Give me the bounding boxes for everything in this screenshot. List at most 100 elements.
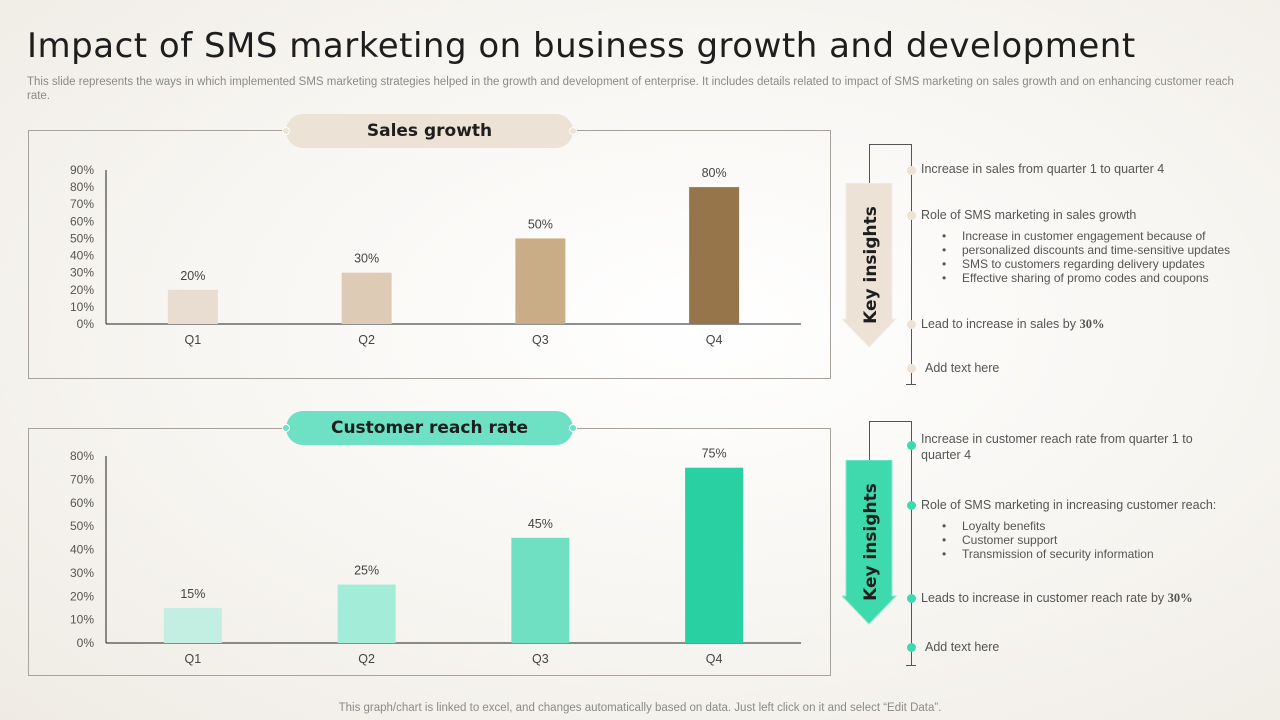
timeline-dot: [907, 441, 916, 450]
data-label: 30%: [354, 252, 379, 266]
y-tick-label: 30%: [70, 266, 94, 280]
bullet-item: personalized discounts and time-sensitiv…: [942, 243, 1230, 257]
x-tick-label: Q3: [532, 333, 549, 347]
insight-text: Leads to increase in customer reach rate…: [921, 591, 1168, 605]
customer-reach-pill: Customer reach rate: [282, 411, 577, 445]
y-tick-label: 0%: [77, 636, 95, 650]
x-tick-label: Q3: [532, 652, 549, 666]
data-label: 45%: [528, 517, 553, 531]
y-tick-label: 0%: [77, 317, 95, 331]
down-arrow-icon: [842, 183, 898, 348]
insight-value: 30%: [1167, 591, 1193, 605]
insight-item: Leads to increase in customer reach rate…: [921, 591, 1193, 606]
bar: [685, 467, 744, 643]
timeline-dot: [907, 211, 916, 220]
bar: [341, 272, 392, 324]
insight-item: Increase in customer reach rate from qua…: [921, 432, 1193, 446]
bar: [689, 187, 740, 324]
footer-note: This graph/chart is linked to excel, and…: [338, 702, 942, 714]
timeline-dot: [907, 364, 916, 373]
bullet-item: Effective sharing of promo codes and cou…: [942, 271, 1230, 285]
y-tick-label: 50%: [70, 519, 94, 533]
insight-value: 30%: [1079, 317, 1105, 331]
insights-timeline: [911, 144, 912, 384]
y-tick-label: 20%: [70, 283, 94, 297]
timeline-dot: [907, 501, 916, 510]
connector-left: [869, 144, 870, 184]
timeline-dot: [907, 166, 916, 175]
y-tick-label: 20%: [70, 589, 94, 603]
insight-item: Role of SMS marketing in sales growth: [921, 208, 1137, 222]
timeline-dot: [907, 643, 916, 652]
key-insights-label: Key insights: [861, 206, 881, 324]
timeline-dot: [907, 320, 916, 329]
y-tick-label: 50%: [70, 231, 94, 245]
insight-bullets: Increase in customer engagement because …: [942, 229, 1230, 285]
bar: [163, 607, 222, 643]
x-tick-label: Q2: [358, 652, 375, 666]
bar: [515, 238, 566, 324]
insight-item: Increase in sales from quarter 1 to quar…: [921, 162, 1165, 176]
data-label: 80%: [702, 166, 727, 180]
insight-item: quarter 4: [921, 448, 972, 462]
x-tick-label: Q1: [185, 652, 202, 666]
y-tick-label: 90%: [70, 163, 94, 177]
y-tick-label: 40%: [70, 249, 94, 263]
bullet-item: Increase in customer engagement because …: [942, 229, 1230, 243]
y-tick-label: 40%: [70, 543, 94, 557]
insight-item: Lead to increase in sales by 30%: [921, 317, 1104, 332]
sales-growth-chart[interactable]: 0% 10% 20% 30% 40% 50% 60% 70% 80% 90% 20% Q1 30% Q2 5…: [29, 131, 832, 380]
y-tick-label: 10%: [70, 300, 94, 314]
data-label: 25%: [354, 564, 379, 578]
key-insights-label: Key insights: [861, 483, 881, 601]
x-tick-label: Q4: [706, 333, 723, 347]
page-title: Impact of SMS marketing on business grow…: [27, 26, 1136, 66]
x-tick-label: Q4: [706, 652, 723, 666]
connector-top: [869, 421, 911, 422]
pill-knob-right: [569, 424, 577, 432]
insights-timeline: [911, 421, 912, 665]
y-tick-label: 70%: [70, 197, 94, 211]
sales-growth-pill: Sales growth: [282, 114, 577, 148]
reach-chart-box[interactable]: 0% 10% 20% 30% 40% 50% 60% 70% 80% 15% Q1 25% Q2 45% Q…: [28, 428, 831, 676]
insight-item[interactable]: Add text here: [925, 361, 1000, 375]
insight-bullets: Loyalty benefits Customer support Transm…: [942, 519, 1154, 561]
bar: [337, 584, 396, 643]
timeline-dot: [907, 594, 916, 603]
bar: [511, 537, 570, 643]
connector-top: [869, 144, 911, 145]
y-tick-label: 30%: [70, 566, 94, 580]
x-tick-label: Q1: [185, 333, 202, 347]
insight-text: Lead to increase in sales by: [921, 317, 1080, 331]
y-tick-label: 60%: [70, 214, 94, 228]
timeline-end: [906, 384, 916, 385]
pill-knob-left: [282, 127, 290, 135]
bullet-item: Customer support: [942, 533, 1154, 547]
customer-reach-title: Customer reach rate: [330, 418, 529, 438]
bullet-item: Transmission of security information: [942, 547, 1154, 561]
data-label: 50%: [528, 217, 553, 231]
connector-left: [869, 421, 870, 461]
y-tick-label: 70%: [70, 472, 94, 486]
insight-item[interactable]: Add text here: [925, 640, 1000, 654]
sales-chart-box[interactable]: 0% 10% 20% 30% 40% 50% 60% 70% 80% 90% 20% Q1 30% Q2 5…: [28, 130, 831, 379]
page-subtitle: This slide represents the ways in which …: [27, 76, 1234, 102]
data-label: 15%: [180, 587, 205, 601]
bullet-item: Loyalty benefits: [942, 519, 1154, 533]
data-label: 75%: [702, 447, 727, 461]
sales-growth-title: Sales growth: [366, 121, 493, 141]
data-label: 20%: [180, 269, 205, 283]
y-tick-label: 80%: [70, 449, 94, 463]
timeline-end: [906, 665, 916, 666]
y-tick-label: 60%: [70, 496, 94, 510]
bar: [167, 289, 218, 324]
x-tick-label: Q2: [358, 333, 375, 347]
y-tick-label: 10%: [70, 613, 94, 627]
customer-reach-chart[interactable]: 0% 10% 20% 30% 40% 50% 60% 70% 80% 15% Q1 25% Q2 45% Q…: [29, 429, 832, 677]
insight-item: Role of SMS marketing in increasing cust…: [921, 498, 1217, 512]
down-arrow-icon: [842, 460, 898, 625]
y-tick-label: 80%: [70, 180, 94, 194]
pill-knob-left: [282, 424, 290, 432]
pill-knob-right: [569, 127, 577, 135]
bullet-item: SMS to customers regarding delivery upda…: [942, 257, 1230, 271]
